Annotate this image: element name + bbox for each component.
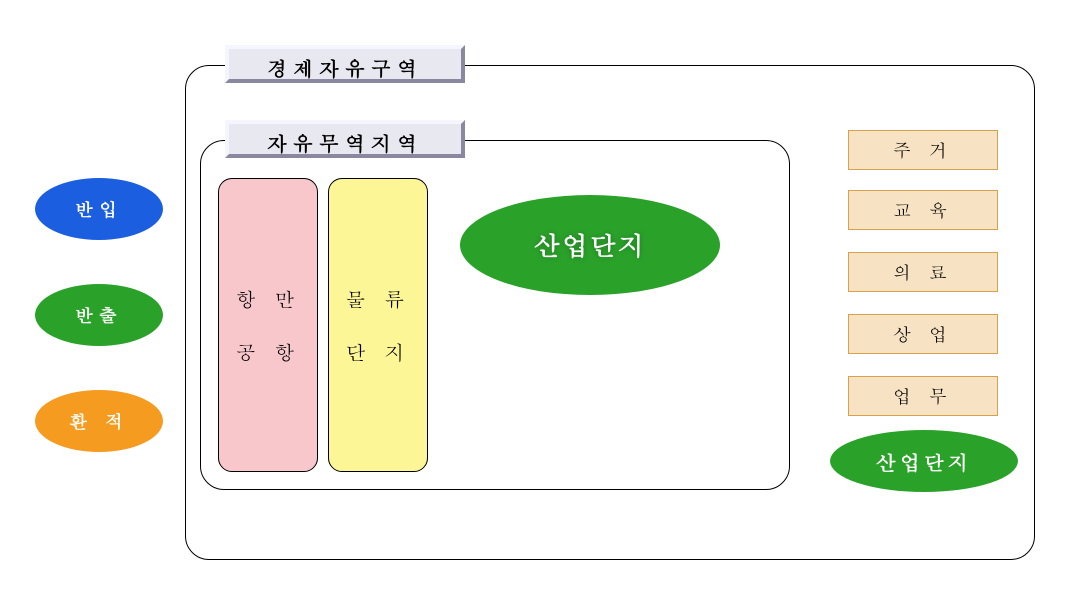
right-box-0: 주 거 [848,130,998,170]
left-ellipse-in: 반입 [35,178,163,240]
right-box-2: 의 료 [848,252,998,292]
right-box-4: 업 무 [848,376,998,416]
logi-line2: 단 지 [346,337,411,366]
outer-zone-header: 경제자유구역 [225,45,465,83]
right-box-label-1: 교 육 [893,198,953,223]
port-line2: 공 항 [236,337,301,366]
right-box-label-4: 업 무 [893,384,953,409]
left-ellipse-label-in: 반입 [75,197,123,222]
right-box-label-3: 상 업 [893,322,953,347]
port-airport-box: 항 만 공 항 [218,178,318,472]
right-box-1: 교 육 [848,190,998,230]
industrial-complex-ellipse-side: 산업단지 [830,430,1018,492]
left-ellipse-label-out: 반출 [75,303,123,328]
logi-line1: 물 류 [346,284,411,313]
industrial-complex-label-main: 산업단지 [534,227,646,263]
right-box-3: 상 업 [848,314,998,354]
inner-zone-header: 자유무역지역 [225,120,465,158]
industrial-complex-label-side: 산업단지 [876,447,972,476]
diagram-canvas: 경제자유구역 자유무역지역 항 만 공 항 물 류 단 지 산업단지 반입반출환… [0,0,1083,604]
logistics-box: 물 류 단 지 [328,178,428,472]
left-ellipse-label-trans: 환 적 [69,409,129,434]
left-ellipse-out: 반출 [35,284,163,346]
port-line1: 항 만 [236,284,301,313]
right-box-label-2: 의 료 [893,260,953,285]
inner-zone-header-label: 자유무역지역 [267,128,423,157]
outer-zone-header-label: 경제자유구역 [267,53,423,82]
industrial-complex-ellipse-main: 산업단지 [460,195,720,295]
left-ellipse-trans: 환 적 [35,390,163,452]
right-box-label-0: 주 거 [893,138,953,163]
